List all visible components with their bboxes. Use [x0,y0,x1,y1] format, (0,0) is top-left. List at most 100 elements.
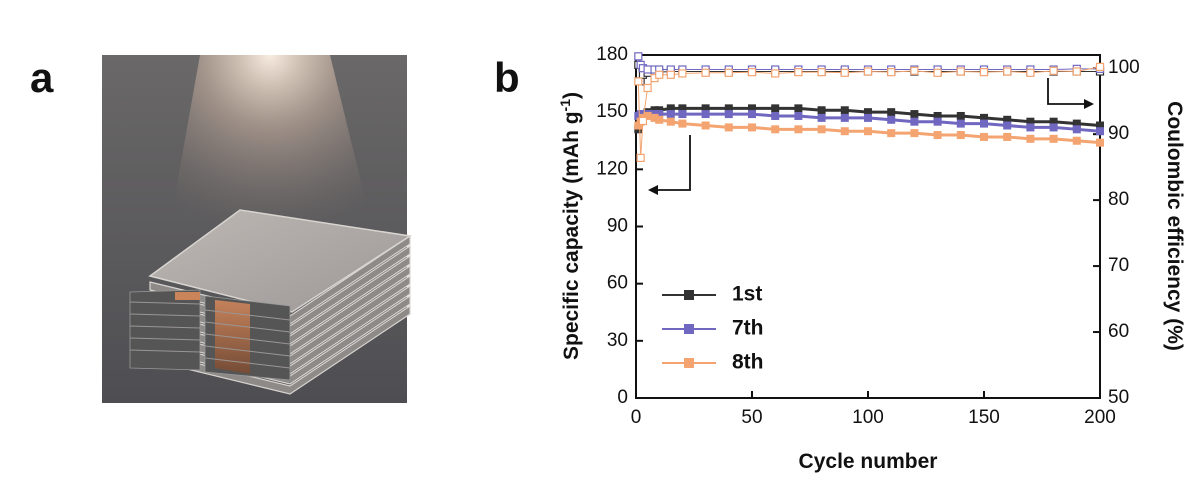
efficiency-marker [643,83,652,93]
efficiency-marker [979,68,989,77]
y2-tick-label: 90 [1108,123,1129,144]
x-tick-label: 150 [968,407,1000,428]
capacity-marker [1049,123,1058,132]
capacity-marker [666,110,675,119]
y-tick-label: 60 [607,273,628,294]
efficiency-marker [1072,67,1081,76]
capacity-marker [933,131,942,140]
capacity-marker [1096,138,1104,147]
efficiency-marker [794,68,803,77]
capacity-marker [956,111,965,120]
capacity-marker [887,129,896,138]
efficiency-marker [840,68,849,77]
y-tick-label: 30 [607,330,628,351]
capacity-marker [678,110,687,119]
capacity-marker [910,129,919,138]
capacity-marker [678,119,687,128]
y2-tick-label: 100 [1108,57,1140,78]
y2-tick-label: 50 [1108,387,1129,408]
panel-label: b [494,54,520,101]
capacity-marker [864,127,872,136]
efficiency-marker [636,153,645,162]
efficiency-marker [771,69,780,78]
y2-tick-label: 60 [1108,321,1129,342]
capacity-marker [980,132,988,141]
capacity-marker [1003,132,1012,141]
capacity-marker [910,110,919,119]
y2-tick-label: 80 [1108,189,1129,210]
efficiency-marker [701,68,710,77]
capacity-marker [724,110,733,119]
y-axis-label: Specific capacity (mAh g-1) [557,92,583,360]
capacity-marker [817,106,826,115]
capacity-marker [1026,134,1035,143]
y2-tick-label: 70 [1108,255,1129,276]
capacity-marker [1003,121,1012,130]
capacity-marker [748,123,756,132]
legend-label: 8th [732,351,764,374]
x-tick-label: 0 [631,407,642,428]
capacity-marker [655,115,664,124]
efficiency-marker [887,68,896,77]
capacity-marker [956,131,965,140]
capacity-marker [840,106,849,115]
capacity-marker [794,104,803,113]
y-axis-label-suffix: ) [560,92,583,99]
efficiency-marker [1003,67,1012,76]
capacity-marker [864,113,872,122]
efficiency-marker [747,68,757,77]
capacity-marker [840,127,849,136]
efficiency-marker [638,116,648,126]
capacity-marker [1072,125,1081,134]
efficiency-marker [678,69,687,78]
efficiency-marker [863,67,873,76]
capacity-marker [794,111,803,120]
capacity-marker [817,125,826,134]
capacity-marker [724,123,733,132]
capacity-marker [1072,136,1081,145]
legend-label: 1st [732,283,762,306]
y2-axis-label: Coulombic efficiency (%) [1163,101,1186,351]
legend-marker [684,290,694,300]
capacity-marker [1026,123,1035,132]
efficiency-marker [1049,66,1058,75]
efficiency-marker [724,68,733,77]
capacity-marker [701,110,710,119]
annotation-arrows [648,78,1094,195]
efficiency-marker [643,65,652,74]
capacity-marker [1096,127,1104,136]
efficiency-marker [910,66,919,75]
capacity-marker [817,113,826,122]
capacity-marker [980,119,988,128]
efficiency-marker [655,70,664,79]
battery-illustration [102,55,413,403]
y-axis-label-superscript: -1 [557,99,573,112]
efficiency-marker [956,67,965,76]
capacity-marker [840,113,849,122]
x-tick-label: 200 [1084,407,1116,428]
y-tick-label: 180 [596,44,628,65]
capacity-marker [910,117,919,126]
legend-label: 7th [732,317,764,340]
efficiency-marker [817,68,826,77]
capacity-marker [956,119,965,128]
legend-marker [684,358,694,368]
efficiency-marker [634,52,643,61]
capacity-marker [748,110,756,119]
efficiency-marker [666,70,675,79]
capacity-marker [666,117,675,126]
efficiency-marker [933,68,942,77]
capacity-marker [933,117,942,126]
panel-label: a [30,54,54,101]
legend-marker [684,324,694,334]
x-tick-label: 100 [852,407,884,428]
capacity-marker [887,108,896,117]
capacity-marker [887,115,896,124]
capacity-marker [794,125,803,134]
x-tick-label: 50 [741,407,762,428]
efficiency-marker [1026,68,1035,77]
y-tick-label: 120 [596,158,628,179]
y-tick-label: 90 [607,216,628,237]
capacity-marker [701,121,710,130]
